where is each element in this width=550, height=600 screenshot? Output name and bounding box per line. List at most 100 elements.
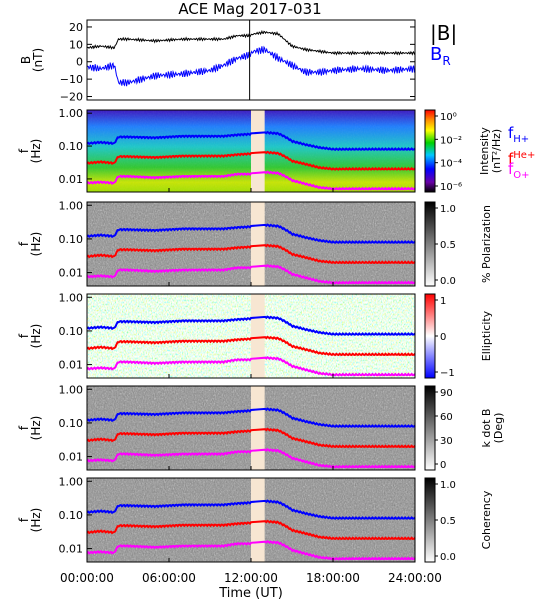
colorbar-title: k dot B(Deg) <box>480 409 505 448</box>
f-o-line <box>86 356 416 377</box>
figure-title: ACE Mag 2017-031 <box>178 0 321 18</box>
data-gap-shade <box>251 110 265 192</box>
colorbar-tick-label: 10⁻⁶ <box>440 182 462 193</box>
f-he-line <box>86 519 416 541</box>
f-o-line <box>86 264 416 285</box>
f-h-line <box>86 315 416 336</box>
colorbar-tick-label: 0 <box>440 332 446 343</box>
y-tick-label: 1.00 <box>59 107 84 120</box>
f-he-line <box>86 243 416 265</box>
f-h-line <box>86 130 416 151</box>
colorbar-tick-label: 1.0 <box>440 480 456 491</box>
y-tick-label: 0 <box>76 56 83 69</box>
f-he-line <box>86 427 416 449</box>
x-tick-label-3: 18:00:00 <box>306 571 360 585</box>
coherency-panel: 1.00 0.10 0.01 f(Hz) 1.0 0.5 0.0 Coherency <box>17 475 493 563</box>
f-o-line <box>86 448 416 469</box>
x-tick-label-0: 00:00:00 <box>60 571 114 585</box>
legend-f-he-sup: He+ <box>513 150 535 161</box>
colorbar-tick-label: 30 <box>440 436 453 447</box>
y-tick-label: 0.10 <box>59 140 84 153</box>
colorbar <box>424 201 436 287</box>
f-o-line <box>86 540 416 561</box>
colorbar-tick-label: 0.0 <box>440 552 456 563</box>
y-tick-label: 0.10 <box>59 509 84 522</box>
y-tick-label: 1.00 <box>59 199 84 212</box>
polarization-panel: 1.00 0.10 0.01 f(Hz) 1.0 0.5 0.0 % Polarization <box>17 199 493 287</box>
colorbar-tick-label: −1 <box>440 368 455 379</box>
legend-f-o: fO+ <box>508 160 530 181</box>
colorbar-tick-label: 1.0 <box>440 204 456 215</box>
f-he-line <box>86 335 416 357</box>
y-tick-label: 0.10 <box>59 325 84 338</box>
y-tick-label: 1.00 <box>59 383 84 396</box>
colorbar-tick-label: 1 <box>440 296 446 307</box>
intensity-panel: 1.00 0.10 0.01 f(Hz) 10⁰ 10⁻² 10⁻⁴ 10⁻⁶ Intensit… <box>17 107 503 193</box>
colorbar-tick-label: 60 <box>440 412 453 423</box>
y-tick-label: 0.01 <box>59 173 84 186</box>
colorbar-title: % Polarization <box>480 205 493 283</box>
bfield-frame <box>86 19 416 101</box>
y-axis-title: f(Hz) <box>17 232 43 257</box>
y-tick-label: 0.10 <box>59 417 84 430</box>
y-tick-label: 0.01 <box>59 451 84 464</box>
data-gap-shade <box>251 386 265 470</box>
data-gap-shade <box>251 478 265 562</box>
y-axis-title: f(Hz) <box>17 416 43 441</box>
colorbar-tick-label: 90 <box>440 388 453 399</box>
colorbar-title: Ellipticity <box>480 310 493 361</box>
f-h-line <box>86 407 416 428</box>
y-tick-label: 1.00 <box>59 475 84 488</box>
legend-b-total: |B| <box>430 21 457 45</box>
y-axis-title: f(Hz) <box>17 139 43 164</box>
legend-f-h: fH+ <box>508 124 529 145</box>
legend-f-he-main: f <box>508 150 514 168</box>
y-tick-label: 0.01 <box>59 267 84 280</box>
y-tick-label: 0.01 <box>59 359 84 372</box>
y-tick-label: 10 <box>69 38 83 51</box>
legend-f-o-sub: O+ <box>513 170 529 181</box>
y-tick-label: 20 <box>69 21 83 34</box>
f-he-line <box>86 150 416 171</box>
legend-f-o-main: f <box>508 160 514 178</box>
frequency-legend: fH+ fHe+ fO+ <box>508 124 535 181</box>
colorbar <box>424 385 436 471</box>
panels: 20100−10−20B(nT)1.000.100.01f(Hz)10⁰10⁻²… <box>17 19 505 563</box>
x-tick-label-4: 24:00:00 <box>388 571 442 585</box>
bfield-plot-area <box>87 20 415 100</box>
colorbar-tick-label: 10⁰ <box>440 112 457 123</box>
y-tick-label: 0.01 <box>59 543 84 556</box>
colorbar <box>424 109 436 193</box>
colorbar-title: Intensity(nT²/Hz) <box>478 127 503 175</box>
y-tick-label: −10 <box>60 73 83 86</box>
colorbar-title: Coherency <box>480 490 493 549</box>
series-line-b-total <box>86 29 416 56</box>
x-axis-labels: 00:00:00 06:00:00 12:00:00 18:00:00 24:0… <box>60 571 442 600</box>
data-gap-shade <box>251 294 265 378</box>
bfield-legend: |B| BR <box>430 21 457 68</box>
colorbar-tick-label: 0.5 <box>440 516 456 527</box>
x-axis-title: Time (UT) <box>218 586 283 600</box>
ellipticity-panel: 1.00 0.10 0.01 f(Hz) 1 0 −1 Ellipticity <box>17 291 493 379</box>
series-line-b-r <box>86 45 416 87</box>
legend-b-r-sub: R <box>442 54 450 68</box>
legend-b-r: BR <box>430 44 451 68</box>
x-tick-label-1: 06:00:00 <box>142 571 196 585</box>
colorbar-tick-label: 0 <box>440 460 446 471</box>
y-axis-title: f(Hz) <box>17 324 43 349</box>
colorbar <box>424 293 436 379</box>
colorbar-tick-label: 10⁻² <box>440 135 462 146</box>
legend-f-h-sub: H+ <box>513 134 529 145</box>
x-tick-label-2: 12:00:00 <box>224 571 278 585</box>
f-h-line <box>86 223 416 244</box>
y-tick-label: 1.00 <box>59 291 84 304</box>
colorbar-tick-label: 0.0 <box>440 276 456 287</box>
bfield-panel: 20 10 0 −10 −20 B(nT) <box>19 19 416 104</box>
y-tick-label: −20 <box>60 91 83 104</box>
colorbar-tick-label: 10⁻⁴ <box>440 159 462 170</box>
y-axis-title: f(Hz) <box>17 508 43 533</box>
bfield-y-axis-title: B(nT) <box>19 48 45 72</box>
legend-f-he: fHe+ <box>508 150 535 168</box>
y-tick-label: 0.10 <box>59 233 84 246</box>
